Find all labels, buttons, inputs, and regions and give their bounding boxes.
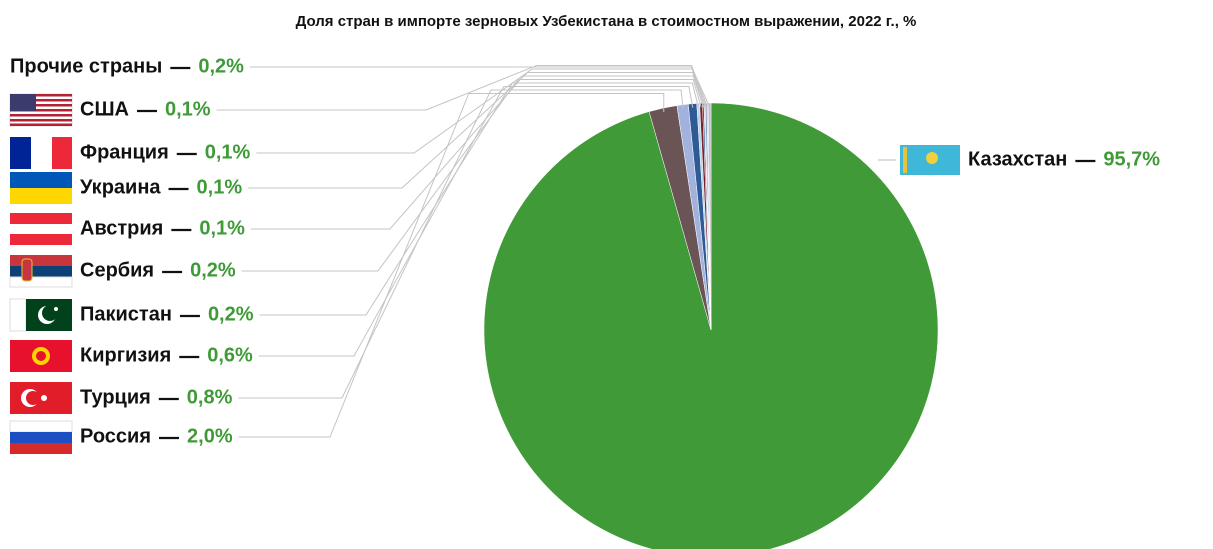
leader-lines bbox=[216, 65, 896, 438]
slice-label: Австрия 0,1% bbox=[80, 217, 245, 239]
leader-line bbox=[256, 68, 707, 154]
flag-ru bbox=[9, 420, 73, 454]
category-label: США bbox=[80, 98, 129, 120]
leader-line bbox=[238, 89, 684, 399]
slice-label: США 0,1% bbox=[80, 98, 211, 120]
flags bbox=[9, 93, 960, 454]
value-label: 0,1% bbox=[197, 176, 243, 198]
value-label: 2,0% bbox=[187, 425, 233, 447]
value-label: 95,7% bbox=[1103, 148, 1160, 170]
category-label: Украина bbox=[80, 176, 161, 198]
slice-label: Прочие страны 0,2% bbox=[10, 55, 244, 77]
slice-label: Франция 0,1% bbox=[80, 141, 251, 163]
flag-kz bbox=[900, 145, 960, 175]
flag-tr bbox=[10, 382, 72, 414]
flag-at bbox=[10, 213, 72, 245]
flag-ua bbox=[10, 172, 72, 204]
flag-kg bbox=[10, 340, 72, 372]
flag-us bbox=[9, 93, 73, 127]
slice-label: Киргизия 0,6% bbox=[80, 344, 253, 366]
slice-label: Казахстан 95,7% bbox=[968, 148, 1160, 170]
category-label: Турция bbox=[80, 386, 151, 408]
leader-line bbox=[238, 93, 665, 438]
value-label: 0,1% bbox=[199, 217, 245, 239]
leader-line bbox=[241, 79, 702, 272]
flag-rs bbox=[9, 255, 73, 288]
leader-line bbox=[249, 66, 711, 108]
category-label: Киргизия bbox=[80, 344, 171, 366]
category-label: Пакистан bbox=[80, 303, 172, 325]
value-label: 0,8% bbox=[187, 386, 233, 408]
leader-line bbox=[258, 86, 694, 357]
slice-label: Пакистан 0,2% bbox=[80, 303, 254, 325]
slice-label: Россия 2,0% bbox=[80, 425, 233, 447]
value-label: 0,1% bbox=[165, 98, 211, 120]
category-label: Казахстан bbox=[968, 148, 1067, 170]
chart-title: Доля стран в импорте зерновых Узбекистан… bbox=[296, 13, 917, 30]
category-label: Австрия bbox=[80, 217, 163, 239]
value-label: 0,1% bbox=[205, 141, 251, 163]
slice-label: Украина 0,1% bbox=[80, 176, 242, 198]
flag-pk bbox=[9, 298, 72, 332]
value-label: 0,2% bbox=[208, 303, 254, 325]
flag-fr bbox=[10, 137, 72, 169]
value-label: 0,6% bbox=[207, 344, 253, 366]
category-label: Франция bbox=[80, 141, 169, 163]
value-label: 0,2% bbox=[190, 259, 236, 281]
category-label: Россия bbox=[80, 425, 151, 447]
category-label: Сербия bbox=[80, 259, 154, 281]
category-label: Прочие страны bbox=[10, 55, 162, 77]
value-label: 0,2% bbox=[198, 55, 244, 77]
slice-label: Сербия 0,2% bbox=[80, 259, 236, 281]
slice-label: Турция 0,8% bbox=[80, 386, 233, 408]
